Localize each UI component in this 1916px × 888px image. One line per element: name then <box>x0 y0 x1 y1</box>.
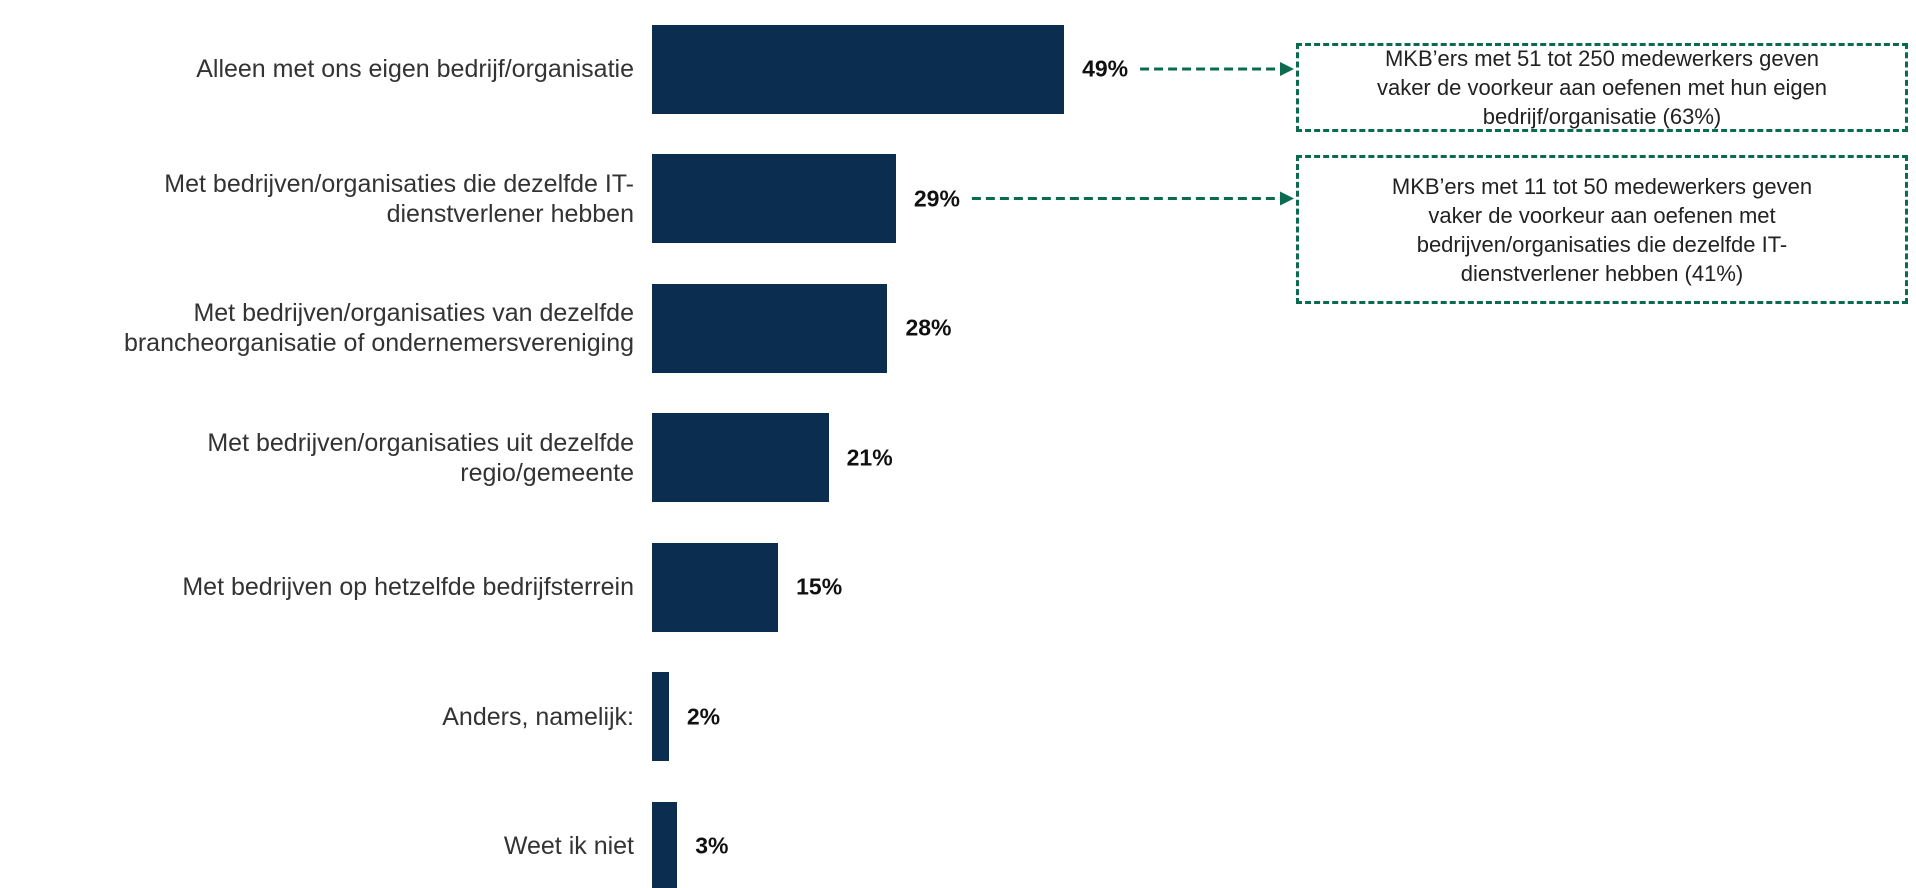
category-label: Met bedrijven/organisaties die dezelfde … <box>164 169 634 228</box>
bar <box>652 542 779 632</box>
bar <box>652 24 1065 114</box>
value-label: 28% <box>905 314 952 341</box>
category-label: Weet ik niet <box>503 832 634 860</box>
bar <box>652 413 829 502</box>
bar <box>652 672 669 761</box>
value-label: 3% <box>695 832 729 859</box>
value-label: 21% <box>846 444 893 470</box>
annotation-box: MKB’ers met 11 tot 50 medewerkers geven … <box>1296 155 1908 304</box>
category-label: Alleen met ons eigen bedrijf/organisatie <box>196 55 634 83</box>
arrow-head <box>1280 62 1294 76</box>
bar <box>652 154 896 243</box>
value-label: 2% <box>686 703 721 729</box>
value-label: 15% <box>796 573 843 600</box>
category-label: Anders, namelijk: <box>442 702 634 731</box>
value-label: 29% <box>913 185 960 211</box>
category-label: Met bedrijven/organisaties uit dezelfde … <box>207 428 634 487</box>
category-label: Met bedrijven op hetzelfde bedrijfsterre… <box>182 573 634 601</box>
category-label: Met bedrijven/organisaties van dezelfde … <box>123 299 634 357</box>
value-label: 49% <box>1082 55 1129 82</box>
annotation-box: MKB’ers met 51 tot 250 medewerkers geven… <box>1296 43 1908 132</box>
bar <box>652 283 888 373</box>
bar <box>652 801 678 888</box>
arrow-head <box>1280 191 1294 206</box>
